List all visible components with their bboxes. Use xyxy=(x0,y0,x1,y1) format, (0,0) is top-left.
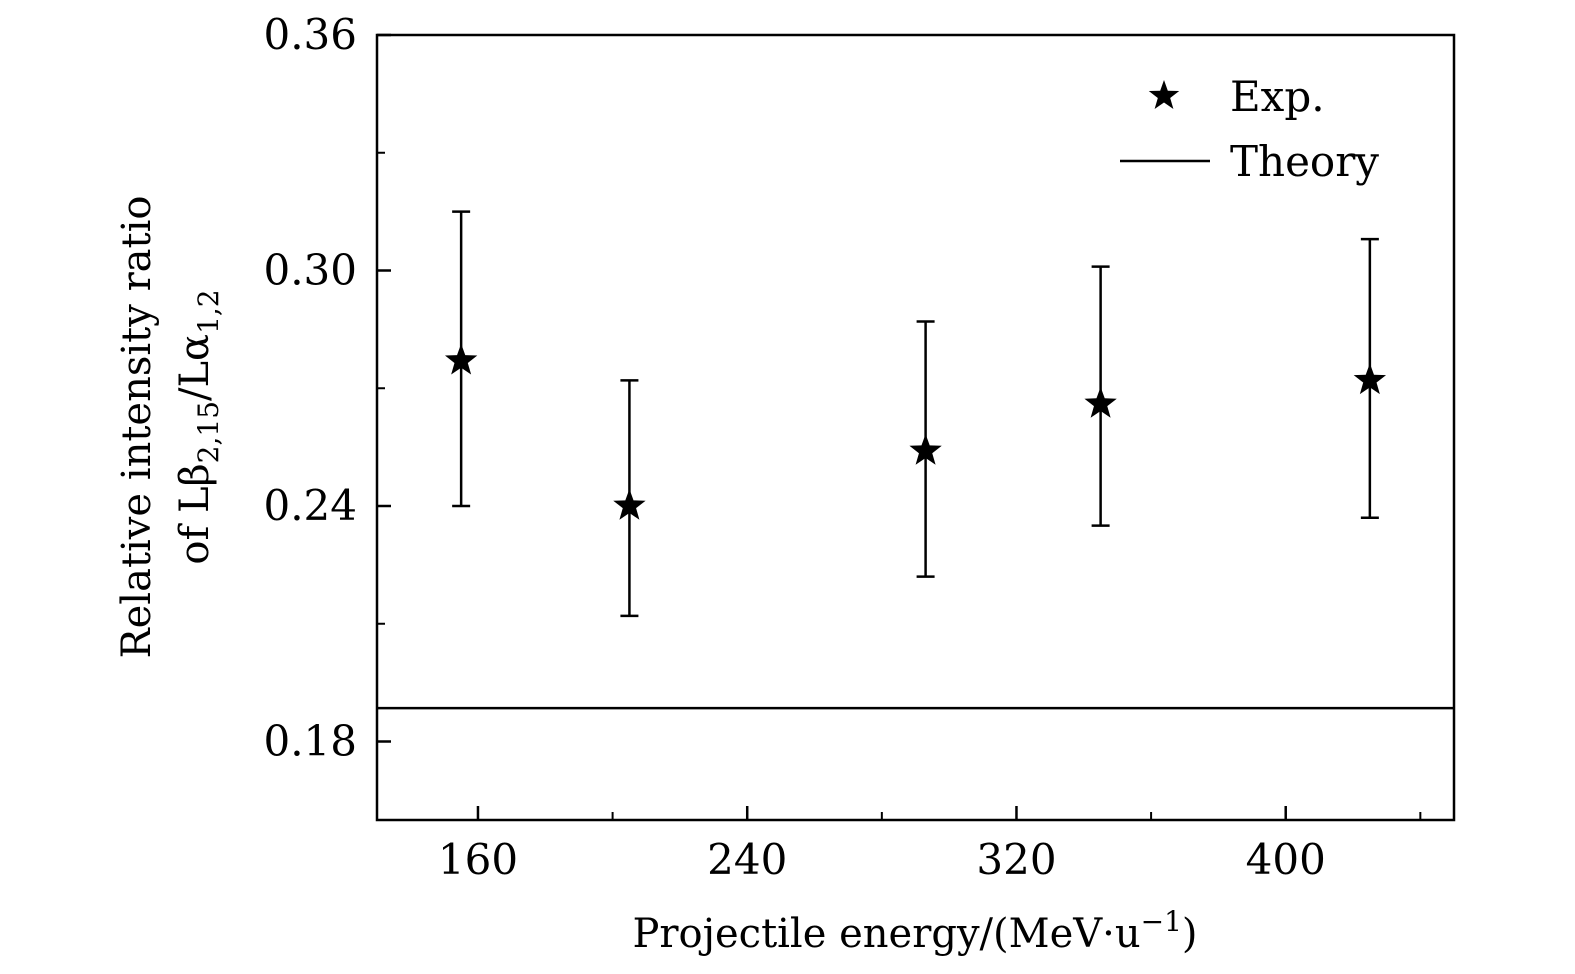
legend-exp-label: Exp. xyxy=(1230,72,1325,121)
legend-star-marker xyxy=(1148,80,1180,109)
exp-point-3 xyxy=(1084,386,1117,418)
exp-point-4 xyxy=(1353,363,1387,395)
y-tick-label-0.36: 0.36 xyxy=(263,10,357,59)
exp-point-1 xyxy=(613,489,646,520)
plot-frame xyxy=(375,33,1456,822)
y-tick-label-0.18: 0.18 xyxy=(263,717,357,766)
x-tick-label-240: 240 xyxy=(707,835,787,884)
x-axis-title: Projectile energy/(MeV·u−1) xyxy=(632,905,1197,957)
x-tick-label-400: 400 xyxy=(1246,835,1326,884)
legend: Exp. Theory xyxy=(1120,72,1379,186)
exp-series xyxy=(444,210,1387,618)
y-axis-title-line2: of Lβ2,15/Lα1,2 xyxy=(172,289,225,564)
y-axis-title: Relative intensity ratio of Lβ2,15/Lα1,2 xyxy=(114,196,225,659)
x-axis-title-main: Projectile energy/(MeV·u xyxy=(632,911,1140,957)
x-axis-title-sup: −1 xyxy=(1141,905,1182,938)
exp-point-0 xyxy=(444,343,478,375)
y-axis-title-part-b: /Lα xyxy=(172,334,218,401)
y-axis-title-sub1: 2,15 xyxy=(192,401,225,463)
y-tick-label-0.30: 0.30 xyxy=(263,246,357,295)
x-tick-label-320: 320 xyxy=(976,835,1056,884)
legend-theory-label: Theory xyxy=(1230,137,1379,186)
axis-ticks: 160 240 320 400 0.18 0.24 0.30 0.36 xyxy=(263,10,1422,884)
x-tick-label-160: 160 xyxy=(438,835,518,884)
y-tick-label-0.24: 0.24 xyxy=(263,481,357,530)
x-axis-title-close: ) xyxy=(1182,911,1198,957)
y-axis-title-line1: Relative intensity ratio xyxy=(114,196,160,659)
y-axis-title-sub2: 1,2 xyxy=(192,289,225,334)
exp-point-2 xyxy=(909,434,942,465)
y-axis-title-part-a: of Lβ xyxy=(172,463,218,564)
